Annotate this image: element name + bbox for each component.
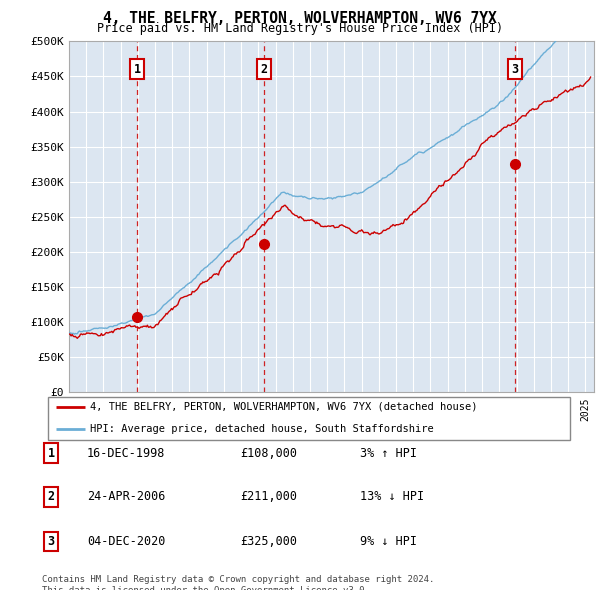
Text: 1: 1 [134, 63, 141, 76]
Text: HPI: Average price, detached house, South Staffordshire: HPI: Average price, detached house, Sout… [90, 424, 434, 434]
Text: 1: 1 [47, 447, 55, 460]
Text: £108,000: £108,000 [240, 447, 297, 460]
Text: 3% ↑ HPI: 3% ↑ HPI [360, 447, 417, 460]
Text: 4, THE BELFRY, PERTON, WOLVERHAMPTON, WV6 7YX (detached house): 4, THE BELFRY, PERTON, WOLVERHAMPTON, WV… [90, 402, 477, 412]
FancyBboxPatch shape [48, 397, 570, 440]
Text: 13% ↓ HPI: 13% ↓ HPI [360, 490, 424, 503]
Text: Contains HM Land Registry data © Crown copyright and database right 2024.
This d: Contains HM Land Registry data © Crown c… [42, 575, 434, 590]
Text: 3: 3 [512, 63, 519, 76]
Text: 9% ↓ HPI: 9% ↓ HPI [360, 535, 417, 548]
Text: £211,000: £211,000 [240, 490, 297, 503]
Text: 16-DEC-1998: 16-DEC-1998 [87, 447, 166, 460]
Text: 24-APR-2006: 24-APR-2006 [87, 490, 166, 503]
Text: Price paid vs. HM Land Registry's House Price Index (HPI): Price paid vs. HM Land Registry's House … [97, 22, 503, 35]
Text: 2: 2 [260, 63, 268, 76]
Text: 3: 3 [47, 535, 55, 548]
Text: 2: 2 [47, 490, 55, 503]
Text: 4, THE BELFRY, PERTON, WOLVERHAMPTON, WV6 7YX: 4, THE BELFRY, PERTON, WOLVERHAMPTON, WV… [103, 11, 497, 25]
Text: 04-DEC-2020: 04-DEC-2020 [87, 535, 166, 548]
Text: £325,000: £325,000 [240, 535, 297, 548]
